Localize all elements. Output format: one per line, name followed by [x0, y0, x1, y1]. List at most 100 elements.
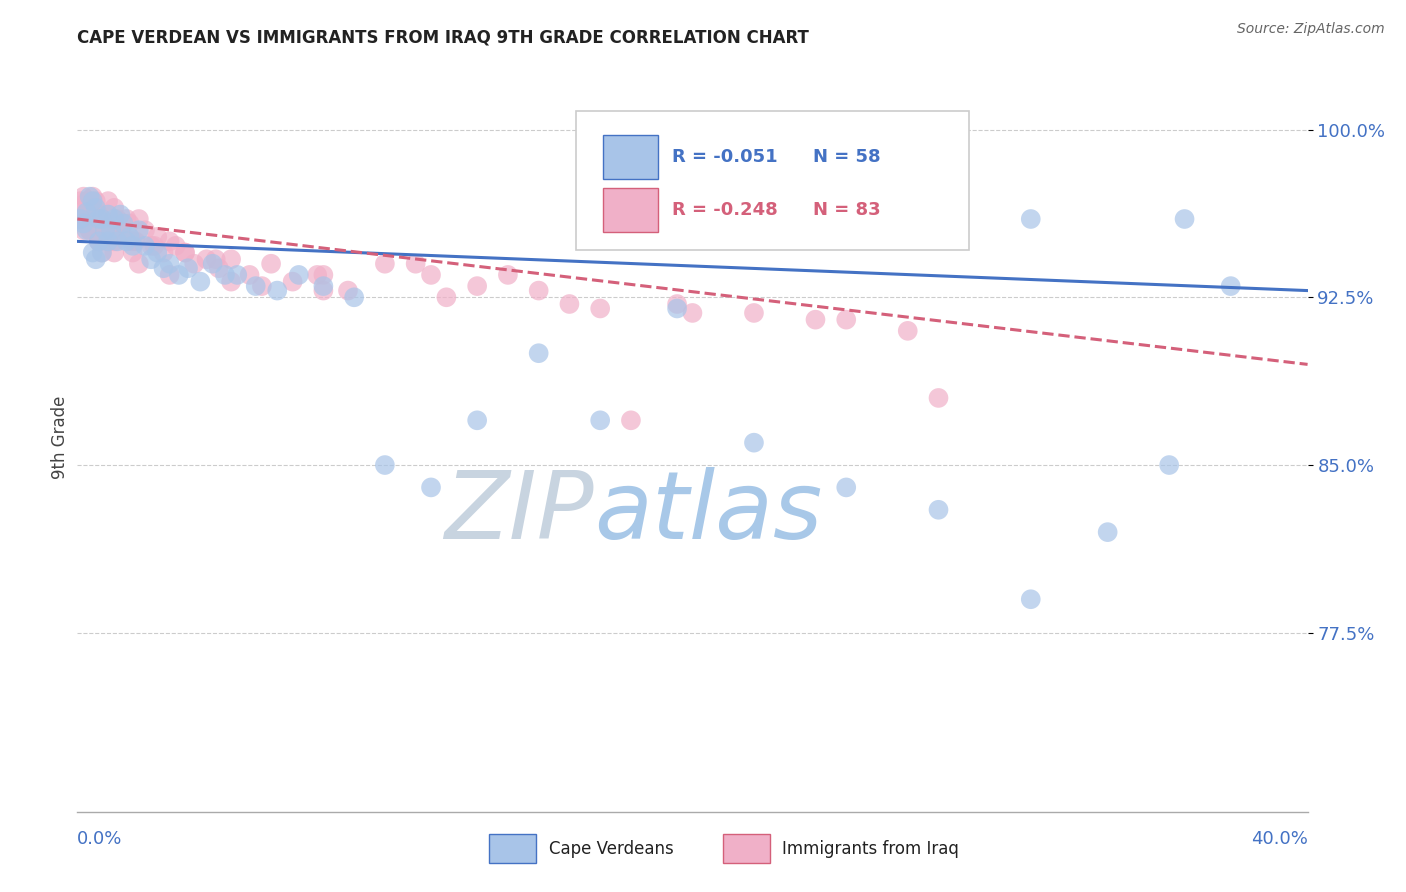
Point [134, 223, 156, 237]
Point [928, 502, 950, 516]
Point [374, 257, 396, 271]
FancyBboxPatch shape [723, 834, 770, 863]
Text: Cape Verdeans: Cape Verdeans [548, 840, 673, 858]
Point [1159, 458, 1181, 472]
Point [1097, 525, 1119, 540]
Point [118, 230, 141, 244]
Point [1174, 212, 1197, 227]
Point [288, 268, 311, 282]
Point [97, 235, 120, 249]
Point [87, 235, 110, 249]
Point [87, 208, 110, 222]
Text: 0.0%: 0.0% [77, 830, 122, 847]
Point [374, 458, 396, 472]
Point [245, 279, 267, 293]
Point [201, 257, 224, 271]
Point [666, 301, 689, 316]
Point [928, 391, 950, 405]
Point [87, 235, 110, 249]
Text: 40.0%: 40.0% [1251, 830, 1308, 847]
Point [76, 201, 98, 215]
Point [152, 261, 174, 276]
Point [79, 189, 101, 203]
Point [118, 217, 141, 231]
Point [527, 346, 550, 360]
Point [177, 261, 200, 276]
Point [226, 268, 249, 282]
Point [835, 312, 858, 326]
Point [97, 223, 120, 237]
Point [79, 223, 101, 237]
Text: ZIP: ZIP [444, 467, 595, 558]
Point [159, 268, 181, 282]
Point [103, 235, 125, 249]
Y-axis label: 9th Grade: 9th Grade [51, 395, 69, 479]
Point [1019, 592, 1042, 607]
Point [103, 245, 125, 260]
Point [90, 245, 114, 260]
Point [90, 212, 114, 227]
Point [141, 239, 163, 253]
Point [87, 235, 110, 249]
Point [1019, 212, 1042, 227]
Point [1219, 279, 1241, 293]
Text: N = 83: N = 83 [813, 201, 880, 219]
Point [84, 212, 107, 227]
Point [76, 223, 98, 237]
Point [84, 194, 107, 208]
Point [250, 279, 273, 293]
Point [84, 223, 107, 237]
Point [312, 279, 335, 293]
Point [527, 284, 550, 298]
Point [465, 413, 488, 427]
Point [897, 324, 920, 338]
Point [128, 257, 150, 271]
Text: CAPE VERDEAN VS IMMIGRANTS FROM IRAQ 9TH GRADE CORRELATION CHART: CAPE VERDEAN VS IMMIGRANTS FROM IRAQ 9TH… [77, 29, 810, 47]
Point [128, 223, 150, 237]
Point [82, 189, 104, 203]
Point [94, 223, 117, 237]
Point [143, 239, 166, 253]
Point [110, 208, 132, 222]
Point [90, 212, 114, 227]
Point [97, 235, 120, 249]
Point [82, 194, 104, 208]
Point [90, 245, 114, 260]
Point [312, 284, 335, 298]
Point [405, 257, 427, 271]
Point [436, 290, 458, 304]
Point [94, 217, 117, 231]
Point [125, 235, 148, 249]
Point [146, 230, 169, 244]
Point [121, 239, 143, 253]
Point [97, 208, 120, 222]
Point [112, 217, 135, 231]
FancyBboxPatch shape [603, 135, 658, 178]
Text: Source: ZipAtlas.com: Source: ZipAtlas.com [1237, 22, 1385, 37]
Point [87, 212, 110, 227]
Point [266, 284, 288, 298]
Point [72, 212, 94, 227]
Point [174, 245, 197, 260]
Point [420, 480, 443, 494]
Text: R = -0.248: R = -0.248 [672, 201, 778, 219]
Point [620, 413, 643, 427]
Point [84, 201, 107, 215]
Point [110, 230, 132, 244]
Point [159, 235, 181, 249]
Point [420, 268, 443, 282]
Point [72, 217, 94, 231]
FancyBboxPatch shape [575, 112, 969, 250]
Point [105, 212, 128, 227]
Point [84, 252, 107, 267]
Point [307, 268, 329, 282]
Point [208, 261, 231, 276]
Point [72, 189, 94, 203]
Point [159, 257, 181, 271]
Point [214, 268, 236, 282]
Point [195, 252, 218, 267]
Point [103, 201, 125, 215]
Point [110, 223, 132, 237]
Point [97, 194, 120, 208]
Point [682, 194, 704, 208]
